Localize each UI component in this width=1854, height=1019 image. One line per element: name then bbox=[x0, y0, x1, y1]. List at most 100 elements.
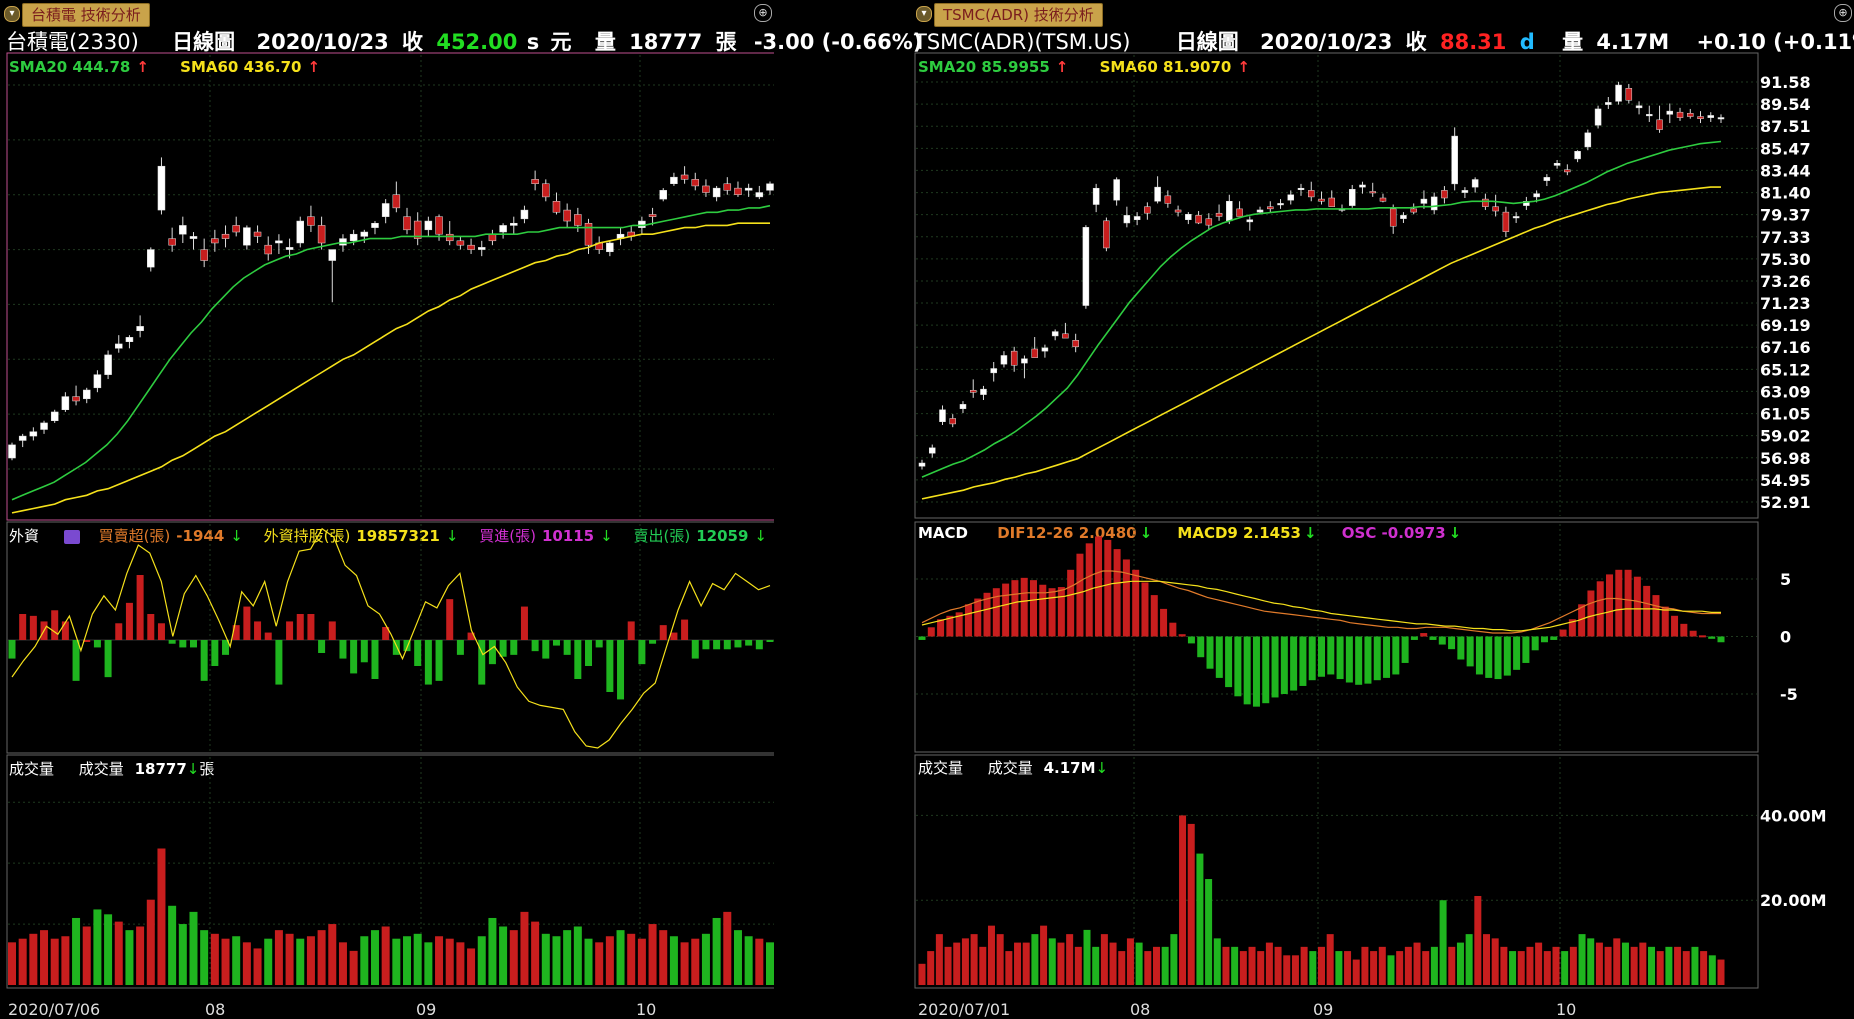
adr-candle bbox=[1359, 184, 1366, 188]
adr-candle bbox=[1021, 358, 1028, 364]
macd-osc-bar bbox=[1596, 581, 1604, 637]
macd-osc-bar bbox=[983, 592, 991, 637]
price-axis-label-right: 81.40 bbox=[1760, 184, 1811, 203]
list-icon[interactable] bbox=[63, 529, 80, 544]
volume-bar-right bbox=[1014, 942, 1022, 985]
adr-candle bbox=[1461, 190, 1469, 193]
volume-bar bbox=[445, 938, 454, 985]
adr-candle bbox=[1072, 340, 1079, 348]
foreign-net-bar bbox=[713, 640, 721, 650]
tab-menu-icon-right[interactable]: ▾ bbox=[916, 6, 932, 22]
change-value-right: +0.10 (+0.11%) bbox=[1696, 30, 1854, 54]
volume-bar bbox=[274, 930, 283, 985]
price-axis-label-right: 56.98 bbox=[1760, 449, 1811, 468]
volume-bar bbox=[712, 917, 721, 985]
tsmc-candle bbox=[499, 225, 507, 233]
foreign-net-bar bbox=[360, 640, 368, 663]
tsmc-candle bbox=[381, 203, 390, 217]
adr-candle bbox=[1420, 198, 1428, 204]
volume-bar bbox=[595, 942, 604, 985]
tsmc-candle bbox=[179, 225, 187, 235]
volume-bar bbox=[104, 914, 113, 985]
foreign-net-bar bbox=[585, 640, 593, 666]
volume-bar bbox=[296, 938, 305, 985]
volume-bar-right bbox=[1205, 879, 1213, 985]
right-tab[interactable]: TSMC(ADR) 技術分析 bbox=[934, 3, 1103, 27]
tsmc-candle bbox=[328, 249, 337, 261]
volume-bar-right bbox=[1231, 946, 1239, 985]
macd-osc-bar bbox=[1122, 559, 1130, 637]
price-axis-label-right: 67.16 bbox=[1760, 338, 1811, 357]
adr-candle bbox=[1277, 203, 1284, 206]
macd-title: MACD bbox=[918, 524, 968, 542]
price-axis-label-right: 61.05 bbox=[1760, 405, 1811, 424]
net-label: 買賣超(張) bbox=[98, 527, 171, 545]
volume-bar-right bbox=[1109, 942, 1117, 985]
foreign-net-bar bbox=[286, 621, 294, 640]
price-axis-label-right: 83.44 bbox=[1760, 161, 1811, 180]
foreign-hold-line bbox=[11, 527, 771, 749]
tsmc-candle bbox=[606, 242, 614, 253]
macd-osc-bar bbox=[1327, 636, 1335, 675]
close-label-right: 收 bbox=[1405, 30, 1427, 54]
volume-bar bbox=[616, 930, 625, 985]
adr-candle bbox=[1594, 108, 1602, 126]
chart-type-right: 日線圖 bbox=[1175, 30, 1239, 54]
foreign-net-bar bbox=[755, 640, 763, 650]
zoom-icon-right[interactable]: ⊕ bbox=[1834, 4, 1852, 22]
foreign-net-bar bbox=[510, 640, 518, 655]
foreign-net-bar bbox=[702, 640, 710, 650]
macd-osc-bar bbox=[955, 612, 963, 637]
volume-bar bbox=[61, 936, 70, 985]
hold-value: 19857321 bbox=[356, 527, 440, 545]
sell-value: 12059 bbox=[696, 527, 749, 545]
volume-bar bbox=[680, 942, 689, 985]
macd-osc-bar bbox=[1559, 629, 1567, 637]
volume-bar-right bbox=[1700, 951, 1708, 985]
volume-bar bbox=[82, 926, 91, 985]
tsmc-candle bbox=[339, 238, 347, 246]
volume-bar-right bbox=[918, 963, 926, 985]
tab-menu-icon[interactable]: ▾ bbox=[4, 6, 20, 22]
volume-bar bbox=[370, 930, 379, 985]
volume-bar-right bbox=[1422, 951, 1430, 985]
volume-bar-right bbox=[1187, 823, 1195, 985]
macd-osc-bar bbox=[1401, 636, 1409, 663]
volume-bar-right bbox=[1352, 959, 1360, 985]
volume-panel-frame bbox=[6, 754, 774, 989]
volume-bar-right bbox=[1509, 951, 1517, 985]
volume-bar bbox=[723, 911, 732, 985]
tsmc-candle bbox=[520, 209, 529, 220]
sma20-up-icon-right: ↑ bbox=[1055, 58, 1069, 76]
volume-bar-right bbox=[1430, 946, 1438, 985]
tsmc-candle bbox=[456, 240, 465, 246]
volume-bar-right bbox=[1621, 942, 1629, 985]
tsmc-candle bbox=[189, 236, 198, 239]
right-price-legend: SMA20 85.9955 ↑ SMA60 81.9070 ↑ bbox=[918, 58, 1256, 76]
adr-candle bbox=[928, 447, 936, 454]
volume-bar bbox=[157, 848, 166, 985]
macd-osc-bar bbox=[1392, 636, 1400, 675]
foreign-net-bar bbox=[595, 640, 603, 648]
volume-bar-right bbox=[1057, 942, 1065, 985]
volume-bar-right bbox=[1326, 934, 1334, 985]
adr-name: TSMC(ADR)(TSM.US) bbox=[914, 30, 1131, 54]
adr-candle bbox=[1676, 111, 1684, 118]
foreign-net-bar bbox=[552, 640, 560, 646]
adr-candle bbox=[1471, 179, 1479, 188]
volume-bar-right bbox=[1196, 853, 1204, 985]
adr-candle bbox=[1041, 347, 1049, 352]
left-tab[interactable]: 台積電 技術分析 bbox=[22, 3, 150, 27]
tsmc-candle bbox=[221, 233, 230, 239]
volume-bar bbox=[392, 938, 401, 985]
macd-osc-bar bbox=[1039, 584, 1047, 637]
volume-bar bbox=[733, 930, 742, 985]
macd-osc-bar bbox=[1104, 539, 1112, 637]
zoom-icon[interactable]: ⊕ bbox=[754, 4, 772, 22]
macd-osc-bar bbox=[1160, 608, 1168, 637]
volume-bar-right bbox=[1526, 946, 1534, 985]
volume-bar-right bbox=[1561, 951, 1569, 985]
right-tabbar: ▾ TSMC(ADR) 技術分析 bbox=[912, 0, 1854, 27]
tsmc-candle bbox=[115, 343, 123, 349]
adr-candle bbox=[1430, 196, 1438, 211]
